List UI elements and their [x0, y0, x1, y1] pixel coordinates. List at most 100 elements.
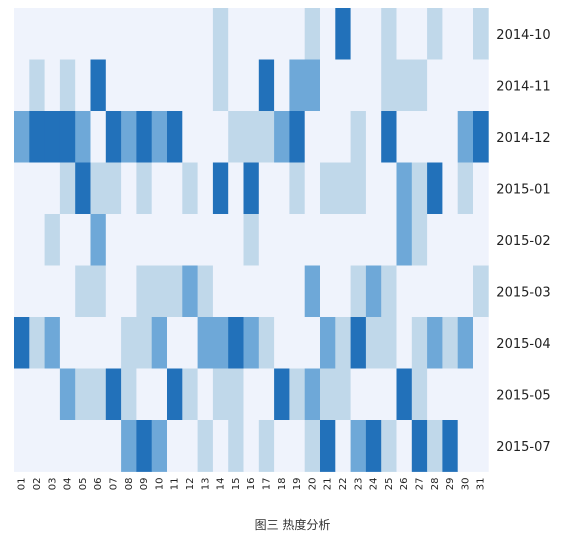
month-label: 2015-05 [496, 388, 550, 403]
heatmap-cell [457, 8, 474, 60]
heatmap-cell [105, 368, 122, 421]
heatmap-cell [121, 317, 137, 369]
day-label: 29 [445, 478, 456, 491]
heatmap-cell [365, 265, 382, 318]
heatmap-cell [289, 162, 306, 215]
heatmap-cell [350, 8, 367, 60]
heatmap-cell [167, 111, 183, 163]
heatmap-cell [320, 162, 336, 215]
heatmap-cell [182, 59, 198, 112]
heatmap-cell [59, 59, 76, 112]
heatmap-cell [243, 420, 260, 472]
heatmap-cell [258, 162, 275, 215]
heatmap-cell [320, 317, 336, 369]
heatmap-cell [167, 59, 183, 112]
heatmap-cell [197, 8, 214, 60]
day-label: 17 [261, 478, 272, 491]
heatmap-cell [14, 214, 30, 266]
heatmap-cell [243, 265, 260, 318]
day-label: 07 [109, 478, 120, 491]
heatmap-cell [304, 111, 321, 163]
heatmap-cell [350, 317, 367, 369]
heatmap-cell [197, 111, 214, 163]
heatmap-cell [304, 214, 321, 266]
heatmap-cell [59, 368, 76, 421]
heatmap-cell [442, 111, 459, 163]
heatmap-cell [427, 368, 443, 421]
day-label: 12 [185, 478, 196, 491]
heatmap-cell [274, 111, 290, 163]
heatmap-cell [59, 8, 76, 60]
heatmap-cell [136, 420, 153, 472]
heatmap-cell [151, 368, 168, 421]
heatmap-cell [396, 214, 413, 266]
heatmap-cell [90, 8, 107, 60]
heatmap-cell [365, 420, 382, 472]
day-label: 05 [78, 478, 89, 491]
heatmap-cell [167, 265, 183, 318]
heatmap-cell [457, 214, 474, 266]
heatmap-cell [473, 111, 489, 163]
heatmap-cell [411, 59, 428, 112]
heatmap-cell [427, 8, 443, 60]
heatmap-cell [44, 265, 61, 318]
heatmap-cell [75, 265, 91, 318]
heatmap-cell [350, 265, 367, 318]
heatmap-cell [457, 162, 474, 215]
heatmap-cell [304, 368, 321, 421]
heatmap-cell [274, 8, 290, 60]
heatmap-cell [396, 162, 413, 215]
heatmap-cell [335, 59, 351, 112]
month-label: 2014-10 [496, 28, 550, 43]
heatmap-cell [289, 368, 306, 421]
heatmap-cell [411, 265, 428, 318]
day-label: 26 [399, 478, 410, 491]
day-label: 31 [476, 478, 487, 491]
day-label: 11 [170, 478, 181, 491]
heatmap-cell [59, 111, 76, 163]
month-label: 2015-07 [496, 440, 550, 455]
heatmap-cell [473, 162, 489, 215]
month-labels: 2014-10 2014-11 2014-12 2015-01 2015-02 2015-… [496, 28, 550, 455]
heatmap-cell [258, 8, 275, 60]
heatmap-cell [182, 162, 198, 215]
heatmap-cell [75, 317, 91, 369]
heatmap-cell [457, 368, 474, 421]
heatmap-cell [258, 420, 275, 472]
heatmap-cell [457, 59, 474, 112]
heatmap-cell [151, 8, 168, 60]
heatmap-cell [396, 317, 413, 369]
heatmap-cell [75, 214, 91, 266]
heatmap-cell [182, 111, 198, 163]
heatmap-cell [136, 8, 153, 60]
heatmap-cell [350, 368, 367, 421]
heatmap-cell [365, 8, 382, 60]
heatmap-cell [243, 214, 260, 266]
heatmap-cell [75, 59, 91, 112]
day-label: 20 [307, 478, 318, 491]
heatmap-cell [136, 111, 153, 163]
heatmap-cell [44, 214, 61, 266]
heatmap-cell [411, 162, 428, 215]
day-label: 02 [32, 478, 43, 491]
heatmap-cell [442, 8, 459, 60]
heatmap-cell [274, 162, 290, 215]
heatmap-cell [473, 317, 489, 369]
day-label: 28 [430, 478, 441, 491]
heatmap-cell [105, 162, 122, 215]
heatmap-cell [304, 59, 321, 112]
heatmap-cell [274, 214, 290, 266]
heatmap-cell [381, 265, 397, 318]
heatmap-cell [182, 368, 198, 421]
heatmap-cell [14, 317, 30, 369]
heatmap-cell [304, 420, 321, 472]
heatmap-cell [75, 111, 91, 163]
heatmap-cell [228, 265, 244, 318]
heatmap-cell [228, 111, 244, 163]
heatmap-cell [320, 420, 336, 472]
day-label: 06 [93, 478, 104, 491]
heatmap-cell [182, 317, 198, 369]
heatmap-cell [75, 8, 91, 60]
heatmap-cell [212, 8, 229, 60]
heatmap-cell [274, 59, 290, 112]
